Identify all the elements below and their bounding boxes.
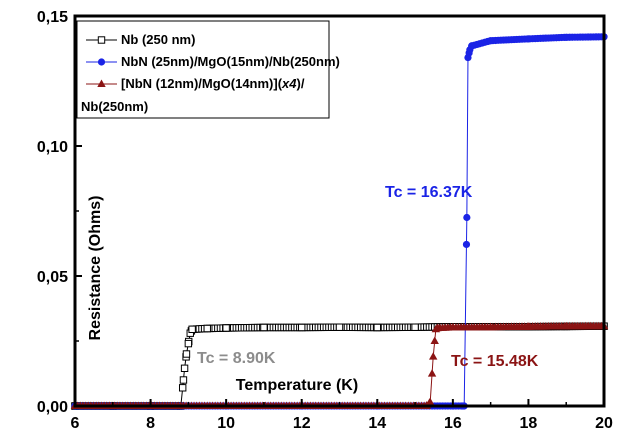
x-tick-label: 12 [293, 415, 311, 432]
data-point [184, 339, 193, 348]
annotation-tc-multilayer: Tc = 15.48K [451, 353, 539, 370]
data-point [462, 240, 471, 249]
y-tick-label: 0,00 [37, 399, 68, 416]
data-point [203, 324, 211, 333]
data-point [468, 42, 476, 50]
data-point [427, 369, 437, 377]
data-point [335, 323, 344, 331]
data-point [178, 384, 187, 392]
data-point [562, 33, 570, 41]
x-tick-label: 16 [444, 415, 462, 432]
legend-label-multilayer-x4: x4 [281, 76, 297, 91]
data-point [464, 54, 472, 62]
data-point [373, 323, 381, 332]
x-tick-label: 8 [146, 415, 155, 432]
legend-label-multilayer-post: )/ [297, 76, 305, 91]
x-tick-label: 20 [595, 415, 613, 432]
legend-label-nb: Nb (250 nm) [121, 32, 195, 47]
data-point [486, 322, 495, 331]
data-point [562, 321, 571, 330]
data-point [463, 213, 471, 222]
x-tick-label: 18 [520, 415, 538, 432]
ticks-layer: 6 8 10 12 14 16 18 20 0,00 0,05 0,10 0,15 [37, 9, 613, 432]
y-tick-label: 0,10 [37, 139, 68, 156]
legend-marker [97, 79, 106, 87]
data-point [448, 322, 458, 331]
data-point [425, 397, 435, 406]
y-tick-label: 0,15 [37, 9, 68, 26]
legend: Nb (250 nm) NbN (25nm)/MgO(15nm)/Nb(250n… [76, 20, 340, 119]
y-axis-label: Resistance (Ohms) [87, 196, 104, 341]
x-axis-label: Temperature (K) [236, 377, 358, 394]
data-point [182, 350, 191, 358]
x-tick-label: 10 [217, 415, 235, 432]
annotation-tc-nb: Tc = 8.90K [197, 350, 276, 367]
legend-label-multilayer-pre: [NbN (12nm)/MgO(14nm)]( [121, 76, 283, 91]
data-point [411, 323, 419, 331]
x-tick-label: 14 [368, 415, 386, 432]
data-point [260, 323, 268, 332]
legend-marker [97, 36, 106, 44]
data-point [179, 376, 188, 384]
legend-label-multilayer: [NbN (12nm)/MgO(14nm)](x4)/ [121, 76, 305, 91]
legend-label-multilayer-line2: Nb(250nm) [81, 99, 148, 114]
legend-marker [97, 58, 106, 66]
y-tick-label: 0,05 [37, 269, 68, 286]
legend-box [76, 20, 330, 119]
data-point [188, 325, 196, 334]
data-point [524, 35, 533, 43]
data-point [487, 37, 495, 45]
data-point [429, 352, 438, 360]
data-point [433, 323, 442, 331]
x-tick-label: 6 [71, 415, 80, 432]
legend-label-nbn-mgo-nb: NbN (25nm)/MgO(15nm)/Nb(250nm) [121, 54, 340, 69]
data-point [298, 323, 306, 332]
legend-markers [86, 36, 117, 87]
data-point [222, 324, 230, 332]
data-point [430, 336, 439, 344]
data-point [524, 322, 533, 330]
annotation-tc-nbn: Tc = 16.37K [385, 184, 473, 201]
data-point [180, 364, 189, 373]
